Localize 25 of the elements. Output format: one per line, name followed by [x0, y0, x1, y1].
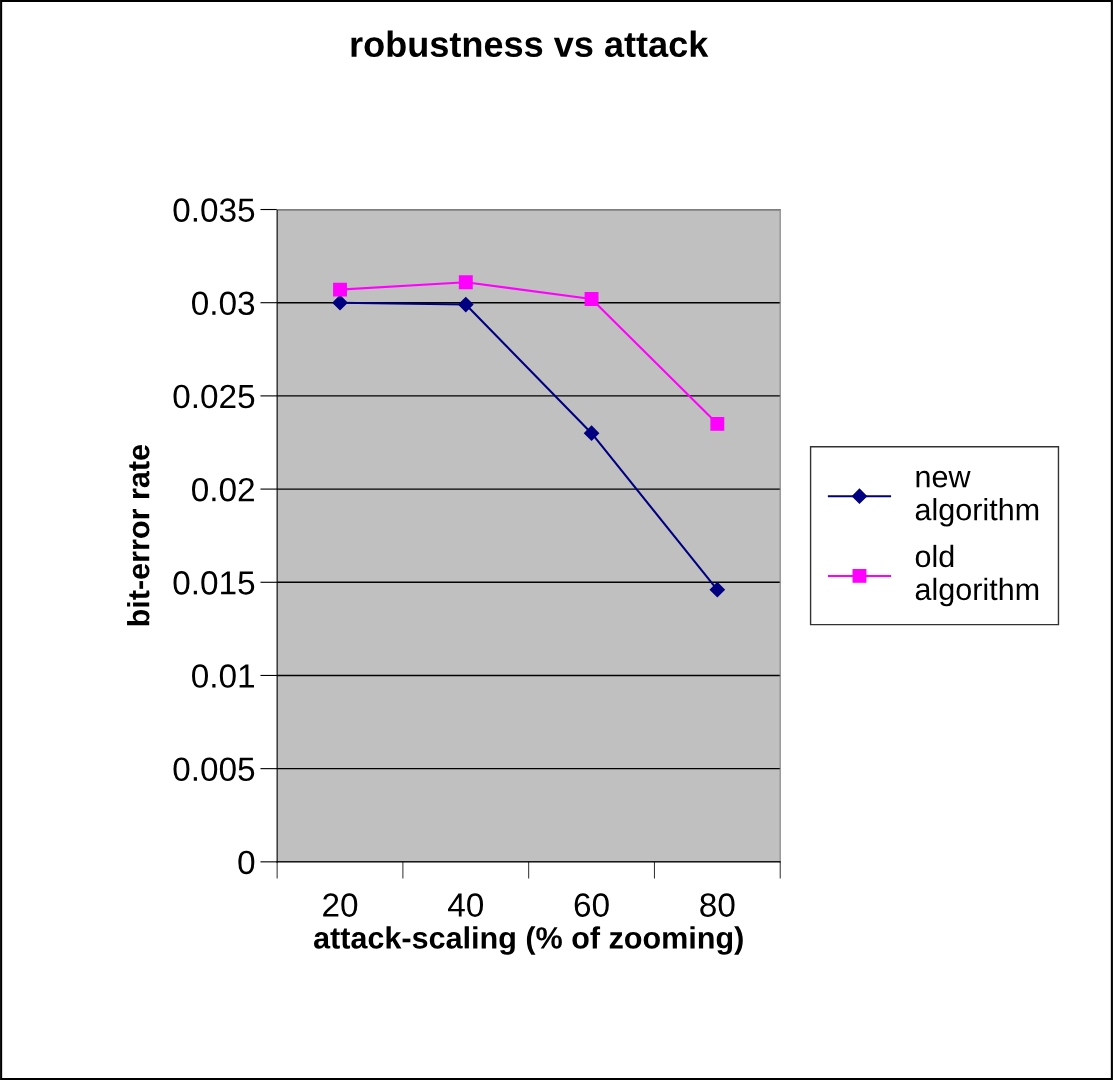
y-tick-label: 0.015 — [173, 571, 255, 595]
point — [333, 282, 347, 297]
point — [710, 416, 725, 431]
point — [583, 425, 600, 441]
y-axis-title: bit-error rate — [127, 445, 150, 626]
y-tick-label: 0.005 — [173, 757, 255, 782]
x-tick-label: 40 — [448, 893, 484, 917]
y-tick-label: 0.01 — [192, 664, 254, 688]
point — [709, 582, 725, 598]
y-tick-label: 0.03 — [192, 291, 255, 316]
x-tick-label: 20 — [323, 893, 358, 917]
chart-title: robustness vs attack — [351, 30, 709, 58]
y-tick-label: 0.025 — [173, 384, 255, 409]
point — [458, 275, 473, 290]
x-tick-label: 60 — [574, 893, 609, 917]
point — [332, 295, 348, 311]
legend-label: old algorithm — [915, 544, 1039, 607]
x-tick-label: 80 — [700, 893, 735, 917]
y-tick-label: 0.035 — [173, 198, 255, 222]
legend-label: new algorithm — [915, 470, 1039, 527]
x-axis-title: attack-scaling (% of zooming) — [313, 926, 743, 955]
y-tick-label: 0.02 — [192, 477, 254, 502]
point — [458, 297, 474, 313]
point — [584, 292, 599, 306]
y-tick-label: 0 — [238, 850, 255, 875]
